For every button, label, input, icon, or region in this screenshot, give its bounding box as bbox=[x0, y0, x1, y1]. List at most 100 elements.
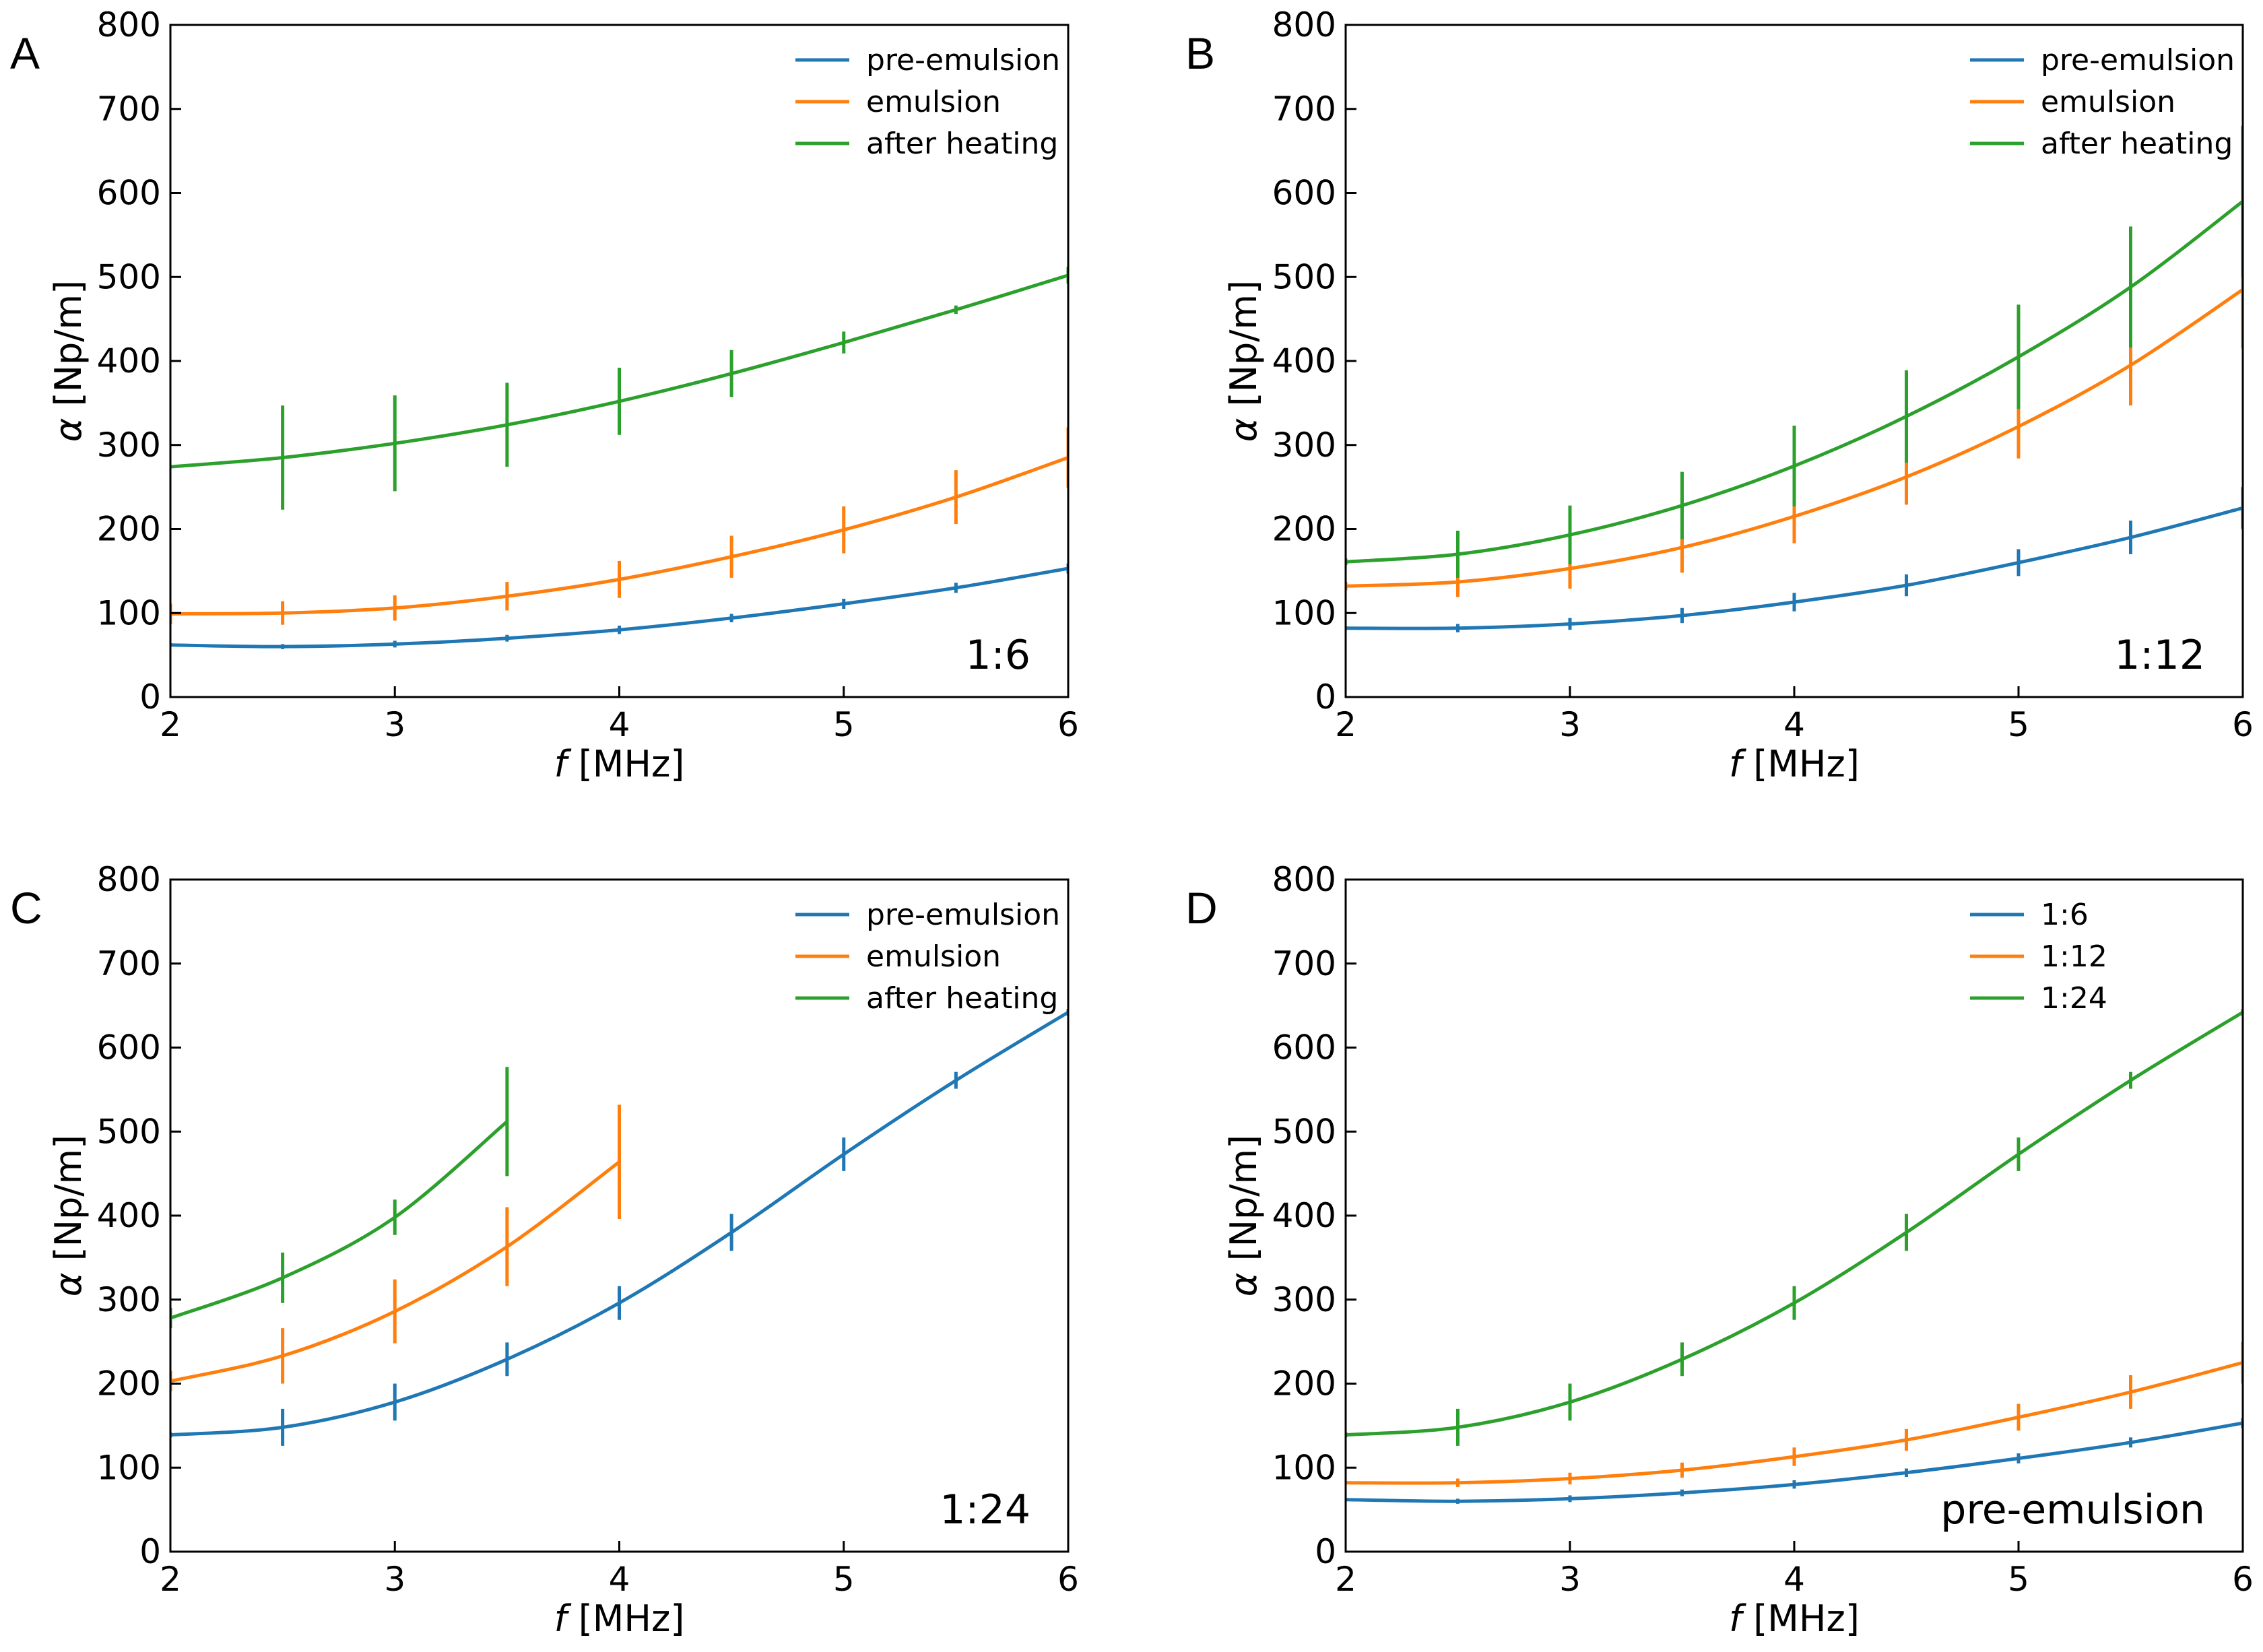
series-D-0 bbox=[1346, 1418, 2243, 1504]
panel-letter: D bbox=[1185, 883, 1218, 933]
y-tick-label: 600 bbox=[1272, 174, 1336, 213]
legend: 1:6 1:12 1:24 bbox=[1970, 898, 2107, 1016]
legend-label: 1:12 bbox=[2041, 939, 2107, 974]
y-tick-label: 200 bbox=[97, 510, 161, 549]
x-tick-label: 5 bbox=[833, 1560, 855, 1599]
x-tick-label: 4 bbox=[1783, 1560, 1805, 1599]
legend-label: after heating bbox=[866, 981, 1058, 1016]
panel-letter: B bbox=[1185, 28, 1215, 78]
y-tick-label: 700 bbox=[97, 90, 161, 129]
series-C-2 bbox=[170, 1067, 509, 1329]
series-line bbox=[1346, 288, 2243, 588]
series-A-0 bbox=[170, 563, 1068, 649]
y-tick-label: 100 bbox=[1272, 593, 1336, 632]
series-C-0 bbox=[170, 1009, 1068, 1446]
x-tick-label: 6 bbox=[1057, 705, 1079, 744]
series-D-2 bbox=[1346, 1009, 2243, 1446]
y-tick-label: 100 bbox=[97, 1448, 161, 1487]
x-tick-label: 2 bbox=[160, 1560, 181, 1599]
x-tick-label: 6 bbox=[1057, 1560, 1079, 1599]
y-tick-label: 300 bbox=[1272, 1280, 1336, 1319]
y-tick-label: 300 bbox=[97, 1280, 161, 1319]
panel-A: 0 100 200 300 400 500 600 700 800 2 3 4 5 6 f [MHz] α [… bbox=[10, 5, 1079, 785]
panel-letter: C bbox=[10, 883, 42, 933]
y-tick-label: 800 bbox=[97, 860, 161, 899]
legend-label: emulsion bbox=[866, 85, 1001, 119]
y-tick-label: 0 bbox=[139, 678, 161, 717]
series-line bbox=[170, 1010, 1068, 1437]
legend: pre-emulsion emulsion after heating bbox=[1970, 43, 2235, 161]
y-tick-label: 0 bbox=[1315, 678, 1336, 717]
panel-annotation: 1:12 bbox=[2114, 632, 2205, 679]
y-tick-label: 600 bbox=[1272, 1028, 1336, 1067]
series-line bbox=[170, 456, 1068, 616]
panel-D: 0 100 200 300 400 500 600 700 800 2 3 4 5 6 f [MHz] α [… bbox=[1185, 860, 2254, 1640]
y-tick-label: 100 bbox=[1272, 1448, 1336, 1487]
series-D-1 bbox=[1346, 1342, 2243, 1487]
series-line bbox=[170, 1160, 621, 1383]
legend-label: after heating bbox=[866, 127, 1058, 161]
legend-label: emulsion bbox=[2041, 85, 2175, 119]
legend-label: pre-emulsion bbox=[866, 898, 1060, 932]
panel-C: 0 100 200 300 400 500 600 700 800 2 3 4 5 6 f [MHz] α [… bbox=[10, 860, 1079, 1640]
y-tick-label: 500 bbox=[97, 1112, 161, 1151]
y-tick-label: 400 bbox=[97, 1196, 161, 1235]
y-tick-label: 0 bbox=[1315, 1532, 1336, 1571]
x-tick-label: 5 bbox=[2008, 1560, 2029, 1599]
legend-label: 1:24 bbox=[2041, 981, 2107, 1016]
y-tick-label: 500 bbox=[97, 257, 161, 296]
series-line bbox=[1346, 1360, 2243, 1485]
legend-label: pre-emulsion bbox=[866, 43, 1060, 77]
y-axis-label: α [Np/m] bbox=[47, 1135, 90, 1296]
legend: pre-emulsion emulsion after heating bbox=[795, 898, 1060, 1016]
x-tick-label: 4 bbox=[1783, 705, 1805, 744]
series-A-2 bbox=[170, 267, 1068, 510]
y-tick-label: 200 bbox=[97, 1364, 161, 1403]
x-tick-label: 5 bbox=[2008, 705, 2029, 744]
series-line bbox=[170, 1120, 509, 1320]
panel-letter: A bbox=[10, 28, 40, 78]
series-line bbox=[1346, 1010, 2243, 1437]
x-tick-label: 3 bbox=[1559, 1560, 1581, 1599]
y-tick-label: 700 bbox=[1272, 90, 1336, 129]
x-tick-label: 5 bbox=[833, 705, 855, 744]
y-tick-label: 800 bbox=[97, 5, 161, 44]
y-tick-label: 600 bbox=[97, 174, 161, 213]
y-tick-label: 200 bbox=[1272, 510, 1336, 549]
x-tick-label: 4 bbox=[609, 1560, 630, 1599]
y-axis-label: α [Np/m] bbox=[47, 280, 90, 442]
x-axis-label: f [MHz] bbox=[1729, 1597, 1860, 1640]
y-axis-label: α [Np/m] bbox=[1222, 1135, 1265, 1296]
x-tick-label: 2 bbox=[1335, 705, 1356, 744]
panel-annotation: pre-emulsion bbox=[1940, 1486, 2205, 1533]
series-line bbox=[1346, 200, 2243, 564]
x-tick-label: 2 bbox=[160, 705, 181, 744]
panel-B: 0 100 200 300 400 500 600 700 800 2 3 4 5 6 f [MHz] α [… bbox=[1185, 5, 2254, 785]
y-tick-label: 100 bbox=[97, 593, 161, 632]
y-tick-label: 200 bbox=[1272, 1364, 1336, 1403]
series-A-1 bbox=[170, 427, 1068, 625]
legend: pre-emulsion emulsion after heating bbox=[795, 43, 1060, 161]
legend-label: pre-emulsion bbox=[2041, 43, 2235, 77]
legend-label: 1:6 bbox=[2041, 898, 2089, 932]
panel-annotation: 1:6 bbox=[965, 632, 1030, 679]
y-tick-label: 400 bbox=[97, 341, 161, 381]
y-tick-label: 500 bbox=[1272, 257, 1336, 296]
y-tick-label: 300 bbox=[97, 426, 161, 465]
series-B-2 bbox=[1346, 125, 2243, 578]
y-tick-label: 700 bbox=[1272, 944, 1336, 983]
y-tick-label: 700 bbox=[97, 944, 161, 983]
y-tick-label: 0 bbox=[139, 1532, 161, 1571]
y-tick-label: 600 bbox=[97, 1028, 161, 1067]
y-tick-label: 400 bbox=[1272, 341, 1336, 381]
y-tick-label: 300 bbox=[1272, 426, 1336, 465]
x-axis-label: f [MHz] bbox=[554, 1597, 685, 1640]
x-tick-label: 3 bbox=[384, 1560, 405, 1599]
x-tick-label: 3 bbox=[384, 705, 405, 744]
series-B-0 bbox=[1346, 487, 2243, 632]
x-tick-label: 6 bbox=[2232, 1560, 2254, 1599]
x-tick-label: 4 bbox=[609, 705, 630, 744]
y-tick-label: 800 bbox=[1272, 860, 1336, 899]
y-axis-label: α [Np/m] bbox=[1222, 280, 1265, 442]
